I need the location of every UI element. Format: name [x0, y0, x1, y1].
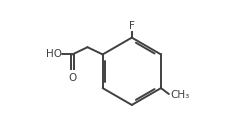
- Text: HO: HO: [46, 50, 62, 59]
- Text: O: O: [68, 73, 76, 83]
- Text: CH₃: CH₃: [170, 90, 189, 100]
- Text: F: F: [128, 21, 134, 31]
